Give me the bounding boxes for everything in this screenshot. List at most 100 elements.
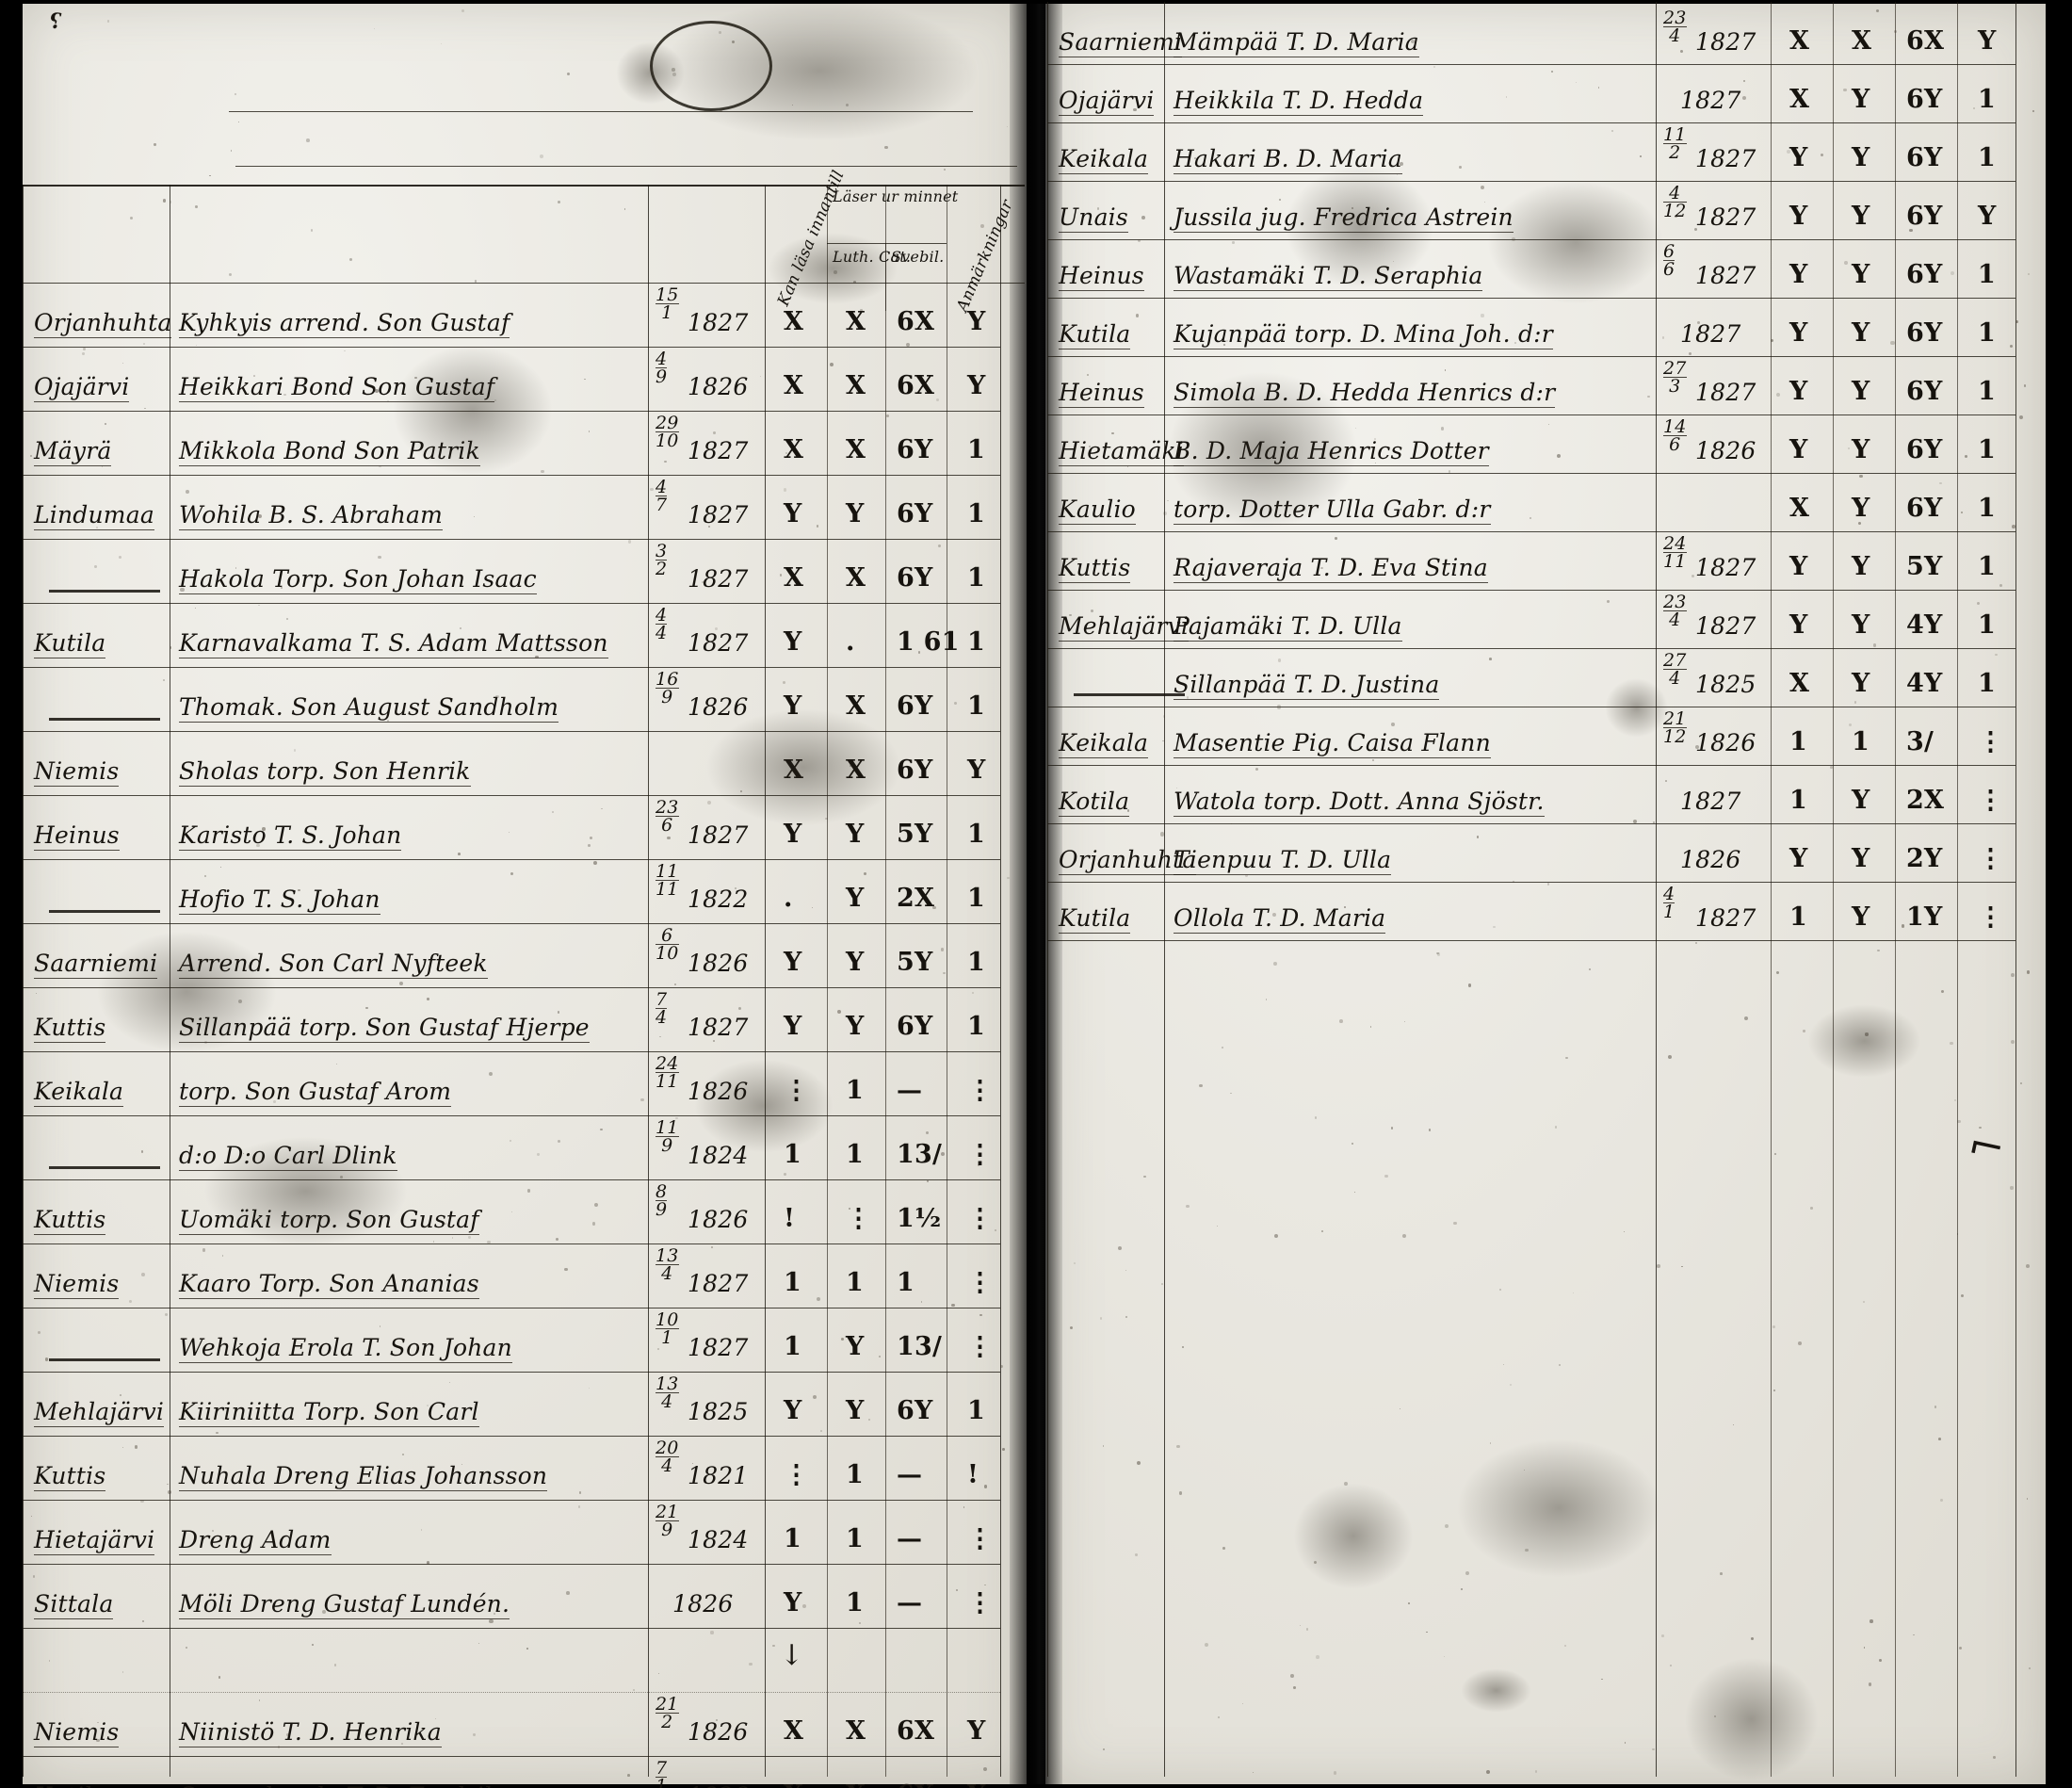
cell-mark-2: Y: [1852, 143, 1870, 172]
cell-mark-1: Y: [1789, 318, 1808, 348]
cell-mark-1: X: [784, 435, 804, 464]
right-rule-v6: [1957, 2, 1958, 1777]
cell-mark-2: Y: [846, 1332, 865, 1361]
row-separator: [1047, 882, 2015, 883]
cell-mark-2: Y: [1852, 202, 1870, 231]
cell-mark-2: .: [846, 627, 855, 657]
cell-name: Karnavalkama T. S. Adam Mattsson: [179, 629, 608, 658]
left-rule-v7: [1000, 185, 1001, 1777]
cell-mark-2: Y: [846, 1396, 865, 1425]
book-gutter: [1010, 0, 1062, 1788]
cell-mark-1: Y: [1789, 552, 1808, 581]
cell-mark-4: 1: [1978, 85, 1996, 114]
cell-mark-4: ⋮: [1978, 902, 2004, 932]
cell-mark-3: 4Y: [1906, 669, 1943, 698]
village-ditto-dash: [49, 1166, 160, 1169]
right-rule-v4: [1833, 2, 1834, 1777]
cell-mark-2: X: [846, 756, 866, 785]
cell-birth-daymonth: 11 11: [656, 861, 679, 901]
cell-village: Kuttis: [1059, 554, 1131, 583]
cell-mark-1: X: [1789, 26, 1810, 56]
cell-mark-4: Y: [1978, 202, 1997, 231]
row-separator: [23, 347, 1000, 348]
cell-mark-4: 1: [1978, 552, 1996, 581]
cell-village: Ojajärvi: [1059, 87, 1155, 116]
cell-birth-daymonth: 23 4: [1663, 8, 1687, 47]
cell-mark-4: 1: [1978, 435, 1996, 464]
cell-birth-year: 1827: [688, 309, 749, 336]
cell-village: Sittala: [34, 1590, 114, 1619]
cell-birth-year: 1822: [688, 886, 749, 913]
cell-mark-3: 2Y: [1906, 844, 1943, 873]
cell-mark-4: ⋮: [967, 1140, 994, 1169]
row-separator: [23, 795, 1000, 796]
cell-name: Kiiriniitta Torp. Son Carl: [179, 1398, 479, 1427]
cell-birth-year: 1824: [688, 1142, 749, 1169]
cell-birth-year: 1827: [688, 1334, 749, 1361]
cell-birth-year: 1827: [688, 629, 749, 657]
row-separator: [1047, 122, 2015, 123]
row-separator: [23, 1756, 1000, 1757]
cell-birth-daymonth: 20 4: [656, 1438, 679, 1477]
cell-mark-1: X: [784, 307, 804, 336]
cell-mark-3: 4Y: [1906, 610, 1943, 640]
right-rule-v3: [1771, 2, 1772, 1777]
cell-mark-3: 6Y: [1906, 435, 1943, 464]
cell-name: Thomak. Son August Sandholm: [179, 693, 559, 723]
cell-name: Sillanpää T. D. Justina: [1174, 671, 1440, 700]
cell-birth-daymonth: 16 9: [656, 669, 679, 708]
cell-birth-year: 1826: [688, 1206, 749, 1233]
cell-name: Rajaveraja T. D. Eva Stina: [1174, 554, 1488, 583]
cell-mark-2: X: [846, 307, 866, 336]
cell-mark-3: 6Y: [897, 1012, 933, 1041]
cell-mark-1: Y: [1789, 143, 1808, 172]
cell-birth-year: 1827: [688, 1270, 749, 1297]
cell-village: Heinus: [1059, 262, 1144, 291]
cell-mark-4: 1: [1978, 260, 1996, 289]
cell-mark-2: Y: [1852, 435, 1870, 464]
cell-birth-year: 1827: [688, 501, 749, 528]
cell-mark-2: Y: [1852, 669, 1870, 698]
cell-birth-year: 1827: [1680, 320, 1741, 348]
cell-name: Sholas torp. Son Henrik: [179, 757, 471, 787]
village-ditto-dash: [49, 910, 160, 913]
row-separator: [23, 1436, 1000, 1437]
row-separator: [23, 1115, 1000, 1116]
scan-edge-left: [0, 0, 23, 1788]
cell-mark-3: 5Y: [897, 820, 933, 849]
cell-village: Heinus: [34, 821, 120, 851]
cell-mark-4: 1: [967, 1012, 985, 1041]
cell-name: Watola torp. Dott. Anna Sjöstr.: [1174, 788, 1545, 817]
cell-mark-3: 6X: [897, 1780, 934, 1788]
cell-village: Kuttis: [34, 1014, 106, 1043]
cell-mark-1: Y: [1789, 435, 1808, 464]
cell-mark-1: X: [784, 756, 804, 785]
cell-mark-1: 1: [784, 1268, 801, 1297]
cell-name: Hakola Torp. Son Johan Isaac: [179, 565, 537, 594]
cell-mark-2: Y: [1852, 902, 1870, 932]
cell-mark-3: 13/: [897, 1332, 943, 1361]
cell-birth-year: 1825: [688, 1398, 749, 1425]
cell-mark-4: 1: [967, 691, 985, 721]
cell-birth-year: 1826: [688, 1078, 749, 1105]
cell-village: Orjanhuhta: [1059, 846, 1197, 875]
cell-mark-2: 1: [846, 1460, 864, 1489]
cell-mark-3: 6Y: [897, 756, 933, 785]
title-underline-1: [229, 111, 973, 112]
cell-birth-daymonth: 24 11: [1663, 533, 1687, 573]
cell-village: Saarniemi: [1059, 28, 1183, 57]
cell-mark-1: Y: [784, 691, 802, 721]
cell-mark-2: Y: [846, 884, 865, 913]
paper-leaf-right: [1045, 2, 2046, 1786]
row-separator: [23, 1692, 1000, 1693]
cell-mark-3: 1½: [897, 1204, 942, 1233]
cell-birth-daymonth: 29 10: [656, 413, 679, 452]
right-rule-v5: [1895, 2, 1896, 1777]
row-separator: [1047, 531, 2015, 532]
cell-mark-2: Y: [846, 948, 865, 977]
